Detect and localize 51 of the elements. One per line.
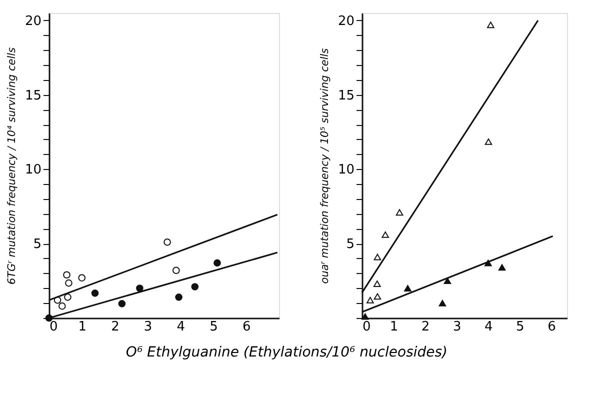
x-tick-label: 5 (516, 320, 524, 334)
y-tick-label: 10 (24, 162, 42, 178)
y-tick-label: 10 (338, 162, 354, 178)
point (382, 231, 389, 238)
y-tick-label: 15 (24, 88, 42, 104)
point (118, 300, 126, 308)
point (175, 294, 182, 301)
y-tick-label: 5 (33, 237, 42, 252)
x-axis-title: O⁶ Ethylguanine (Ethylations/10⁶ nucleosides) (126, 344, 448, 360)
point (164, 238, 171, 246)
point (487, 22, 494, 28)
x-tick-label: 2 (421, 320, 430, 334)
point (63, 271, 70, 279)
point (58, 302, 66, 310)
point (484, 138, 492, 145)
x-tick-label: 1 (390, 320, 398, 334)
x-tick-label: 0 (362, 320, 371, 334)
x-tick-label: 3 (144, 320, 152, 334)
x-tick-label: 3 (452, 320, 462, 334)
x-tick-label: 4 (484, 320, 493, 334)
point (91, 290, 99, 297)
point (374, 293, 382, 300)
y-tick-label: 20 (338, 14, 354, 29)
point (78, 274, 86, 282)
y-tick-label: 20 (24, 14, 42, 29)
point (136, 284, 144, 292)
point (366, 296, 374, 304)
point (172, 266, 180, 274)
point (374, 254, 382, 260)
point (404, 285, 412, 292)
y-tick-label: 15 (338, 88, 354, 104)
x-tick-label: 6 (242, 320, 251, 334)
point (444, 278, 452, 284)
point (498, 264, 506, 271)
x-tick-label: 4 (176, 320, 186, 334)
x-tick-label: 1 (78, 320, 86, 334)
y-axis-title: 6TGʳ mutation frequency / 10⁴ surviving cells (6, 46, 18, 285)
x-tick-label: 5 (210, 320, 218, 334)
point (214, 259, 221, 267)
x-tick-label: 2 (111, 320, 120, 334)
point (438, 300, 446, 306)
point (65, 279, 72, 287)
point (396, 209, 404, 216)
point (64, 294, 72, 301)
y-axis-title: ouaʳ mutation frequency / 10⁵ surviving cells (318, 48, 331, 284)
point (361, 313, 369, 320)
y-tick-label: 5 (346, 237, 354, 252)
point (373, 280, 381, 288)
x-tick-label: 6 (548, 320, 556, 334)
x-tick-label: 0 (50, 320, 58, 334)
point (191, 283, 199, 290)
